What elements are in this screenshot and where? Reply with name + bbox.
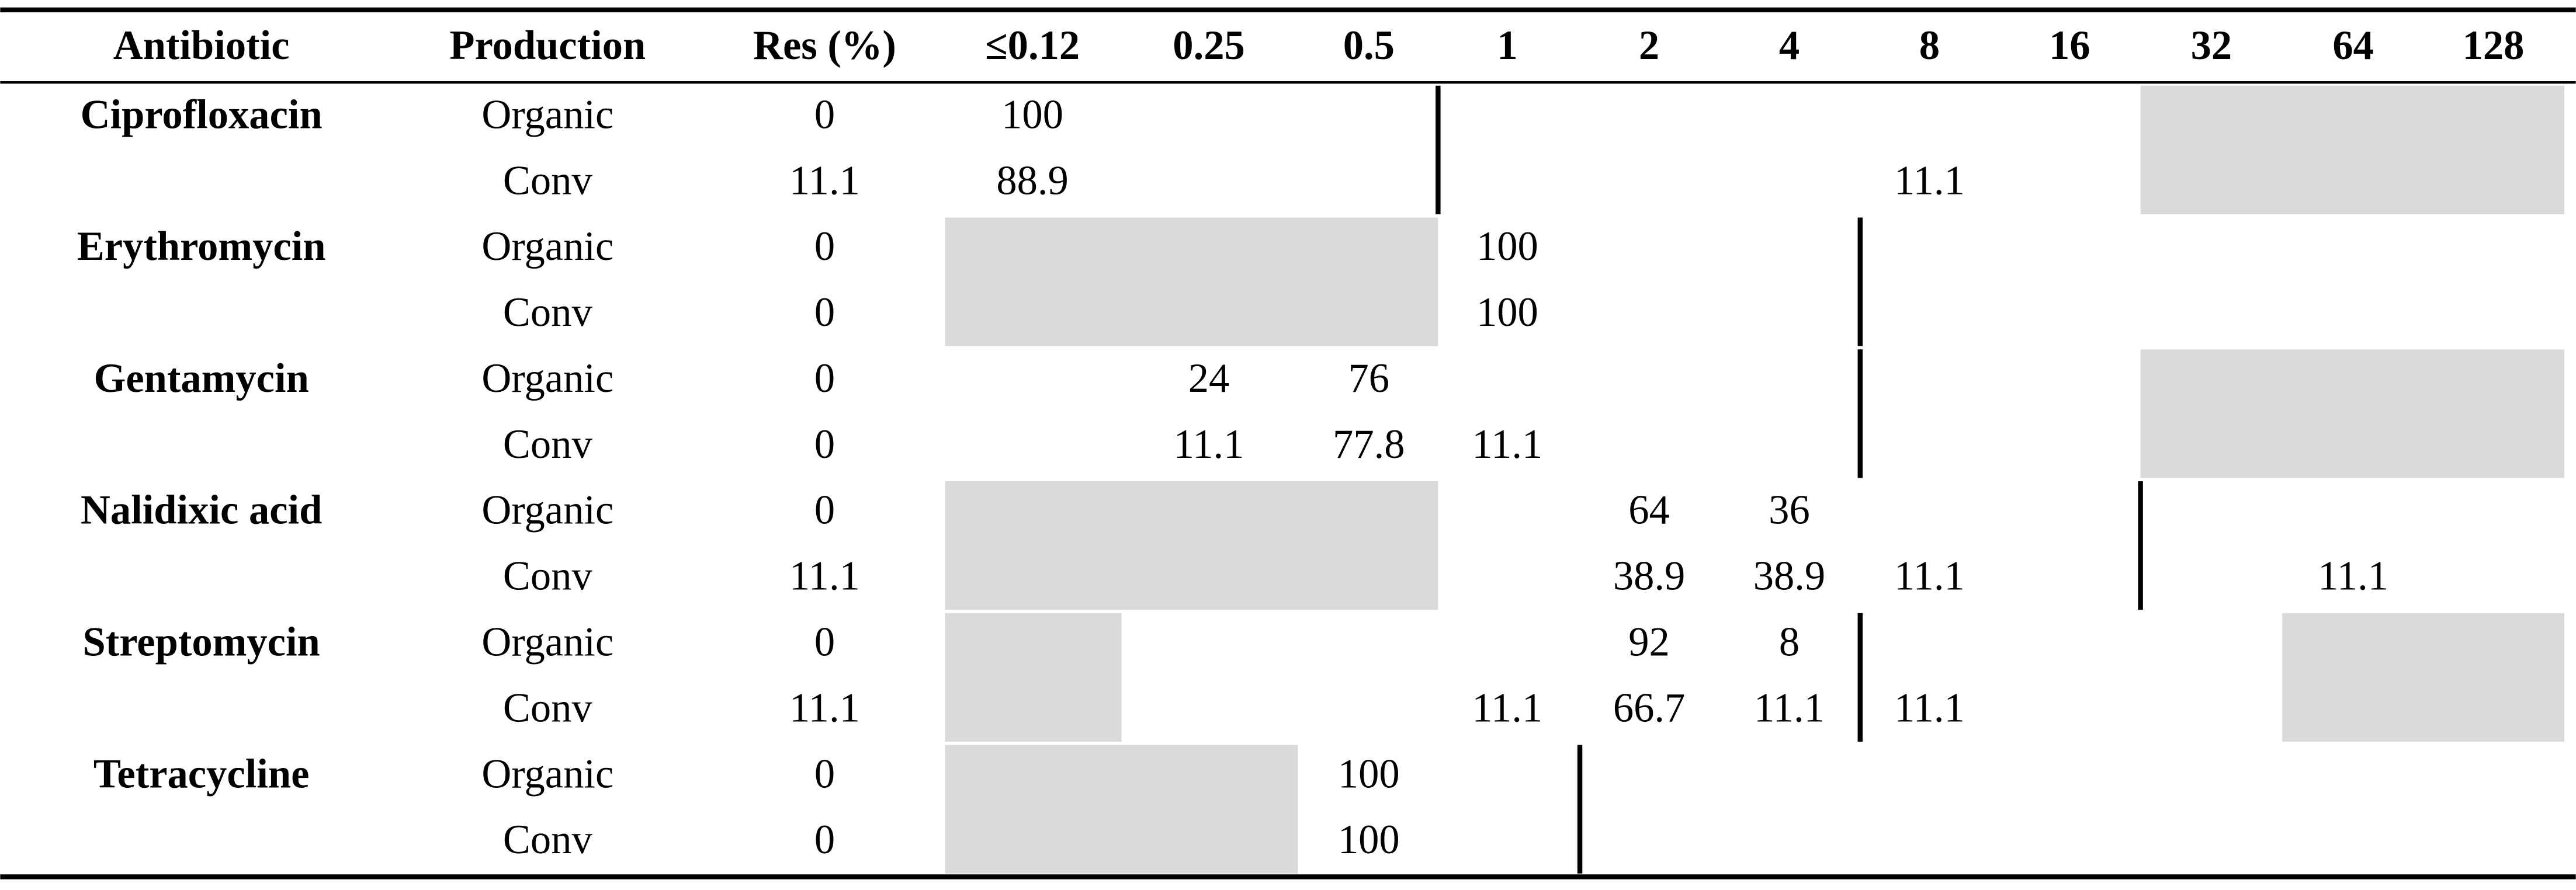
res-cell: 0 <box>814 619 835 665</box>
mic-cell: 100 <box>1001 92 1063 137</box>
header-cell: 2 <box>1639 23 1659 68</box>
production-cell: Conv <box>503 817 593 863</box>
mic-cell: 36 <box>1769 488 1810 533</box>
mic-cell: 100 <box>1338 751 1400 797</box>
mic-cell: 38.9 <box>1753 554 1825 599</box>
production-cell: Organic <box>481 224 613 269</box>
mic-cell: 11.1 <box>1472 685 1542 731</box>
antibiotic-name: Tetracycline <box>93 751 310 797</box>
header-cell: 64 <box>2332 23 2374 68</box>
mic-cell: 8 <box>1779 619 1800 665</box>
header-cell: 8 <box>1919 23 1940 68</box>
header-cell: 16 <box>2049 23 2090 68</box>
header-cell: 1 <box>1497 23 1517 68</box>
mic-cell: 77.8 <box>1333 422 1405 467</box>
shaded-range <box>2140 349 2564 478</box>
header-cell: 128 <box>2463 23 2525 68</box>
shaded-range <box>2282 613 2564 742</box>
mic-cell: 64 <box>1628 488 1670 533</box>
production-cell: Conv <box>503 422 593 467</box>
mic-cell: 24 <box>1188 356 1230 401</box>
res-cell: 0 <box>814 422 835 467</box>
header-cell: Production <box>449 23 646 68</box>
production-cell: Conv <box>503 290 593 335</box>
shaded-range <box>945 745 1298 874</box>
shaded-range <box>945 217 1438 346</box>
mic-cell: 11.1 <box>1472 422 1542 467</box>
res-cell: 11.1 <box>789 685 860 731</box>
production-cell: Organic <box>481 751 613 797</box>
antibiotic-name: Ciprofloxacin <box>81 92 323 137</box>
mic-cell: 11.1 <box>1894 554 1965 599</box>
production-cell: Conv <box>503 158 593 203</box>
header-cell: 0.25 <box>1173 23 1244 68</box>
res-cell: 0 <box>814 817 835 863</box>
shaded-range <box>945 481 1438 610</box>
header-cell: ≤0.12 <box>985 23 1080 68</box>
production-cell: Organic <box>481 356 613 401</box>
mic-cell: 11.1 <box>2318 554 2388 599</box>
mic-cell: 11.1 <box>1894 685 1965 731</box>
production-cell: Conv <box>503 685 593 731</box>
production-cell: Organic <box>481 619 613 665</box>
production-cell: Organic <box>481 92 613 137</box>
mic-cell: 38.9 <box>1613 554 1685 599</box>
res-cell: 11.1 <box>789 554 860 599</box>
shading-layer <box>945 85 2564 874</box>
mic-cell: 100 <box>1338 817 1400 863</box>
antibiotic-name: Erythromycin <box>77 224 326 269</box>
res-cell: 0 <box>814 224 835 269</box>
res-cell: 0 <box>814 356 835 401</box>
res-cell: 0 <box>814 290 835 335</box>
header-cell: Res (%) <box>753 23 896 68</box>
mic-cell: 11.1 <box>1894 158 1965 203</box>
mic-cell: 88.9 <box>996 158 1068 203</box>
res-cell: 0 <box>814 751 835 797</box>
header-cell: Antibiotic <box>113 23 290 68</box>
mic-cell: 100 <box>1476 290 1538 335</box>
mic-cell: 11.1 <box>1174 422 1244 467</box>
antibiotic-name: Nalidixic acid <box>81 488 323 533</box>
header-cell: 0.5 <box>1343 23 1395 68</box>
mic-cell: 76 <box>1348 356 1390 401</box>
res-cell: 0 <box>814 488 835 533</box>
shaded-range <box>945 613 1122 742</box>
antibiotic-name: Gentamycin <box>93 356 308 401</box>
header-cell: 4 <box>1779 23 1800 68</box>
shaded-range <box>2140 85 2564 214</box>
mic-cell: 100 <box>1476 224 1538 269</box>
mic-cell: 66.7 <box>1613 685 1685 731</box>
mic-cell: 11.1 <box>1754 685 1825 731</box>
production-cell: Organic <box>481 488 613 533</box>
header-cell: 32 <box>2191 23 2232 68</box>
res-cell: 11.1 <box>789 158 860 203</box>
antibiotic-name: Streptomycin <box>83 619 320 665</box>
res-cell: 0 <box>814 92 835 137</box>
mic-cell: 92 <box>1628 619 1670 665</box>
production-cell: Conv <box>503 554 593 599</box>
